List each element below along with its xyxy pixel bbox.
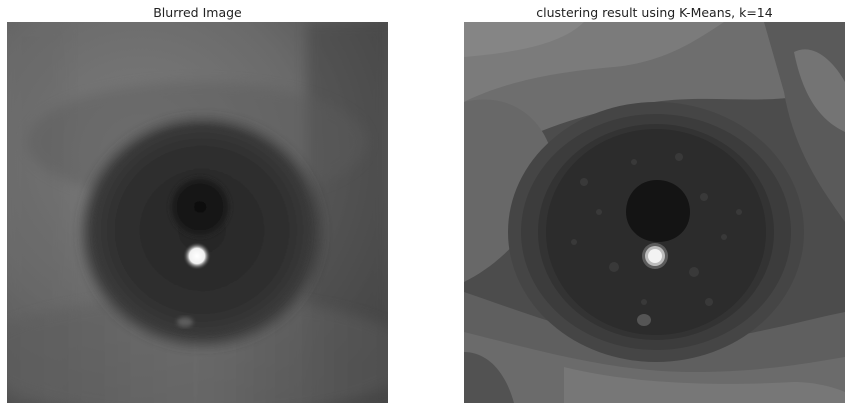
left-panel-title: Blurred Image [153, 5, 242, 20]
blurred-eye-image [7, 22, 388, 403]
right-panel-title: clustering result using K-Means, k=14 [536, 5, 773, 20]
kmeans-clustered-eye-image [464, 22, 845, 403]
